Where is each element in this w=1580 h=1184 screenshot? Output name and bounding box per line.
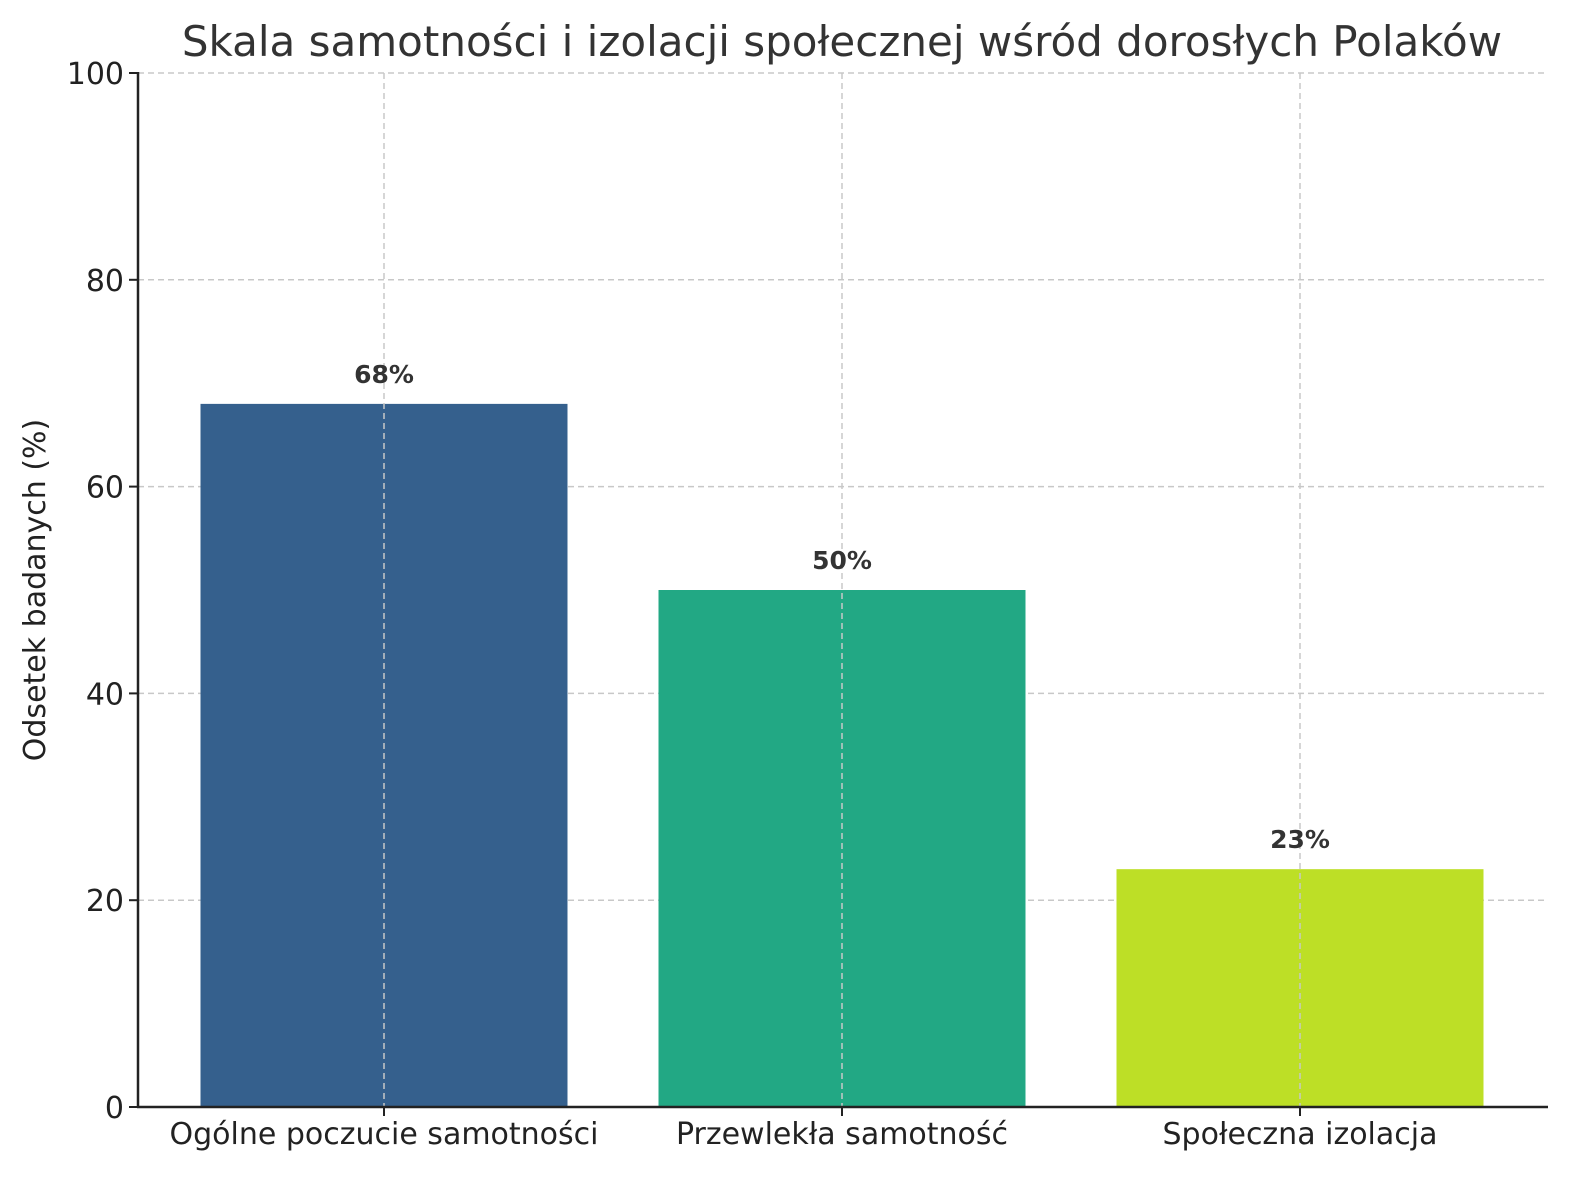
y-tick-label-20: 20 <box>86 884 124 919</box>
vertical-grid-lines <box>383 73 1301 1107</box>
y-tick-label-80: 80 <box>86 264 124 299</box>
labels: 0 20 40 60 80 100 Ogólne poczucie samotności Pr… <box>67 57 1438 1152</box>
x-tick-label-3: Społeczna izolacja <box>1163 1117 1438 1152</box>
chart-title: Skala samotności i izolacji społecznej w… <box>182 17 1502 66</box>
y-tick-label-100: 100 <box>67 57 124 92</box>
y-tick-label-40: 40 <box>86 677 124 712</box>
data-label-2: 50% <box>812 546 872 575</box>
data-label-1: 68% <box>354 360 414 389</box>
y-tick-label-0: 0 <box>105 1091 124 1126</box>
data-label-3: 23% <box>1270 825 1330 854</box>
x-tick-label-2: Przewlekła samotność <box>676 1117 1008 1152</box>
y-tick-label-60: 60 <box>86 471 124 506</box>
x-tick-label-1: Ogólne poczucie samotności <box>169 1117 598 1152</box>
y-axis-title: Odsetek badanych (%) <box>18 419 53 761</box>
axes <box>129 72 1548 1116</box>
